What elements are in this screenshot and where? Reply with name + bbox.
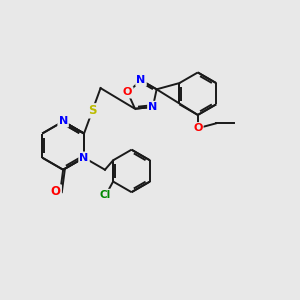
- Text: N: N: [148, 102, 158, 112]
- Text: S: S: [88, 104, 97, 117]
- Text: O: O: [123, 87, 132, 97]
- Text: N: N: [80, 153, 89, 163]
- Text: N: N: [136, 75, 146, 85]
- Text: N: N: [58, 116, 68, 126]
- Text: O: O: [51, 185, 61, 198]
- Text: Cl: Cl: [99, 190, 110, 200]
- Text: O: O: [193, 123, 203, 133]
